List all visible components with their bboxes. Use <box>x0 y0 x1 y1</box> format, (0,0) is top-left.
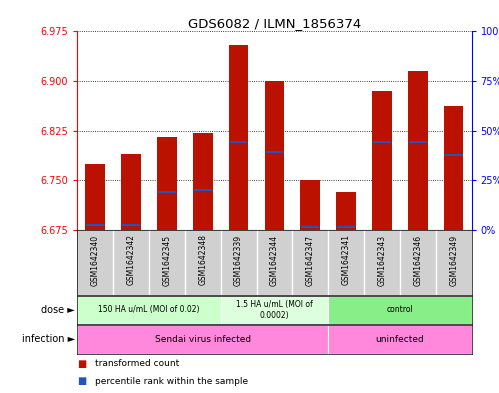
Text: GSM1642339: GSM1642339 <box>234 235 243 286</box>
Text: 1.5 HA u/mL (MOI of
0.0002): 1.5 HA u/mL (MOI of 0.0002) <box>236 300 313 320</box>
Bar <box>229 45 249 230</box>
Bar <box>328 325 472 354</box>
Bar <box>265 151 283 153</box>
Bar <box>300 180 320 230</box>
Bar <box>77 296 221 324</box>
Bar <box>337 226 355 228</box>
Text: uninfected: uninfected <box>376 335 424 344</box>
Bar <box>445 154 463 156</box>
Text: Sendai virus infected: Sendai virus infected <box>155 335 251 344</box>
Bar <box>158 191 176 193</box>
Text: transformed count: transformed count <box>95 359 179 368</box>
Text: GSM1642340: GSM1642340 <box>91 235 100 286</box>
Bar <box>194 189 212 191</box>
Text: GSM1642347: GSM1642347 <box>306 235 315 286</box>
Bar <box>408 71 428 230</box>
Text: GSM1642343: GSM1642343 <box>377 235 386 286</box>
Text: dose ►: dose ► <box>41 305 75 315</box>
Title: GDS6082 / ILMN_1856374: GDS6082 / ILMN_1856374 <box>188 17 361 30</box>
Bar <box>221 296 328 324</box>
Bar <box>122 224 140 226</box>
Text: GSM1642341: GSM1642341 <box>342 235 351 285</box>
Text: GSM1642349: GSM1642349 <box>449 235 458 286</box>
Text: GSM1642348: GSM1642348 <box>198 235 207 285</box>
Text: 150 HA u/mL (MOI of 0.02): 150 HA u/mL (MOI of 0.02) <box>98 305 200 314</box>
Text: percentile rank within the sample: percentile rank within the sample <box>95 377 248 386</box>
Text: GSM1642345: GSM1642345 <box>163 235 172 286</box>
Bar <box>121 154 141 230</box>
Bar <box>85 164 105 230</box>
Bar <box>264 81 284 230</box>
Bar <box>373 141 391 143</box>
Bar <box>409 141 427 143</box>
Bar <box>157 137 177 230</box>
Bar <box>328 296 472 324</box>
Bar <box>444 106 464 230</box>
Text: ■: ■ <box>77 376 87 386</box>
Text: control: control <box>387 305 413 314</box>
Bar <box>86 224 104 226</box>
Bar <box>301 226 319 228</box>
Bar <box>77 325 328 354</box>
Text: GSM1642346: GSM1642346 <box>413 235 422 286</box>
Text: ■: ■ <box>77 358 87 369</box>
Text: GSM1642344: GSM1642344 <box>270 235 279 286</box>
Text: GSM1642342: GSM1642342 <box>127 235 136 285</box>
Bar <box>372 91 392 230</box>
Bar <box>336 192 356 230</box>
Bar <box>193 133 213 230</box>
Bar <box>230 141 248 143</box>
Text: infection ►: infection ► <box>22 334 75 344</box>
